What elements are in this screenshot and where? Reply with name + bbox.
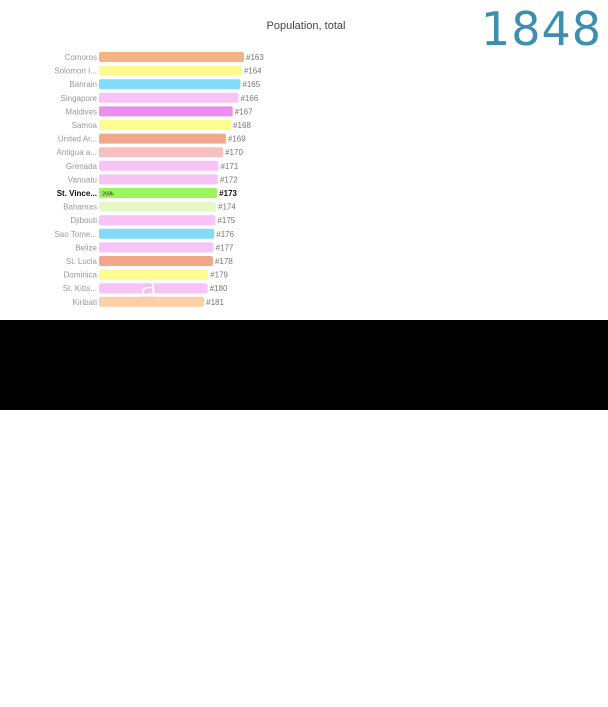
bar bbox=[99, 296, 205, 307]
alamy-logo: alamy bbox=[50, 656, 191, 707]
rank-label: #180 bbox=[210, 284, 228, 293]
bar bbox=[99, 65, 242, 76]
bar-value-label: 268k bbox=[102, 192, 114, 198]
rank-label: #163 bbox=[246, 53, 264, 62]
bar-chart: Comoros #163 Solomon I... #164 Bahrain #165 Si… bbox=[54, 52, 264, 307]
rank-label: #167 bbox=[235, 107, 253, 116]
rank-label: #181 bbox=[206, 298, 224, 307]
watermark-footer: alamy Image ID: 2W250NH www.alamy.com bbox=[0, 320, 608, 707]
bar bbox=[99, 256, 213, 266]
bar bbox=[99, 269, 209, 280]
rank-label: #165 bbox=[242, 80, 260, 89]
watermark-a-mark: a bbox=[140, 270, 158, 303]
rank-label: #175 bbox=[217, 216, 235, 225]
bar bbox=[99, 215, 216, 226]
category-label: Djibouti bbox=[70, 216, 97, 225]
category-label: Dominica bbox=[64, 271, 98, 280]
rank-label: #177 bbox=[216, 243, 234, 252]
bar bbox=[99, 106, 233, 117]
rank-label: #170 bbox=[225, 148, 243, 157]
bar bbox=[99, 283, 208, 294]
site-url-text: www.alamy.com bbox=[422, 687, 550, 703]
category-label: Singapore bbox=[61, 94, 98, 103]
year-label: 1848 bbox=[480, 2, 602, 56]
bar bbox=[99, 228, 215, 239]
rank-label: #173 bbox=[219, 189, 237, 198]
rank-label: #169 bbox=[228, 135, 246, 144]
rank-label: #178 bbox=[215, 257, 233, 266]
bar bbox=[99, 133, 226, 144]
category-label: Comoros bbox=[65, 53, 97, 62]
bar bbox=[99, 79, 241, 90]
chart-title: Population, total bbox=[266, 20, 346, 32]
bar bbox=[99, 242, 214, 253]
category-label: Belize bbox=[75, 243, 97, 252]
bar bbox=[99, 160, 219, 171]
category-label: United Ar... bbox=[58, 135, 97, 144]
rank-label: #176 bbox=[216, 230, 234, 239]
chart-area: Population, total 1848 Comoros #163 Solomo… bbox=[0, 0, 608, 320]
category-label: Maldives bbox=[65, 107, 97, 116]
category-label: Grenada bbox=[66, 162, 98, 171]
category-label: Vanuatu bbox=[68, 175, 97, 184]
rank-label: #171 bbox=[220, 162, 238, 171]
bar bbox=[99, 52, 244, 62]
category-label: Samoa bbox=[72, 121, 98, 130]
bar bbox=[99, 147, 224, 158]
rank-label: #172 bbox=[220, 175, 238, 184]
bar bbox=[99, 120, 232, 130]
category-label: Sao Tome... bbox=[54, 230, 97, 239]
category-label: Bahrain bbox=[69, 80, 97, 89]
rank-label: #174 bbox=[218, 203, 236, 212]
category-label: Kiribati bbox=[73, 298, 98, 307]
bar bbox=[99, 174, 218, 185]
category-label: St. Vince... bbox=[57, 189, 97, 198]
category-label: Bahamas bbox=[63, 203, 97, 212]
rank-label: #179 bbox=[210, 271, 228, 280]
rank-label: #166 bbox=[240, 94, 258, 103]
bar bbox=[99, 92, 239, 103]
rank-label: #164 bbox=[244, 67, 262, 76]
category-label: St. Lucia bbox=[66, 257, 98, 266]
category-label: Solomon I... bbox=[54, 67, 97, 76]
category-label: St. Kitts... bbox=[63, 284, 97, 293]
bar bbox=[99, 201, 217, 212]
image-id-text: Image ID: 2W250NH bbox=[422, 664, 555, 679]
bar bbox=[99, 188, 218, 198]
category-label: Antigua a... bbox=[57, 148, 97, 157]
rank-label: #168 bbox=[233, 121, 251, 130]
